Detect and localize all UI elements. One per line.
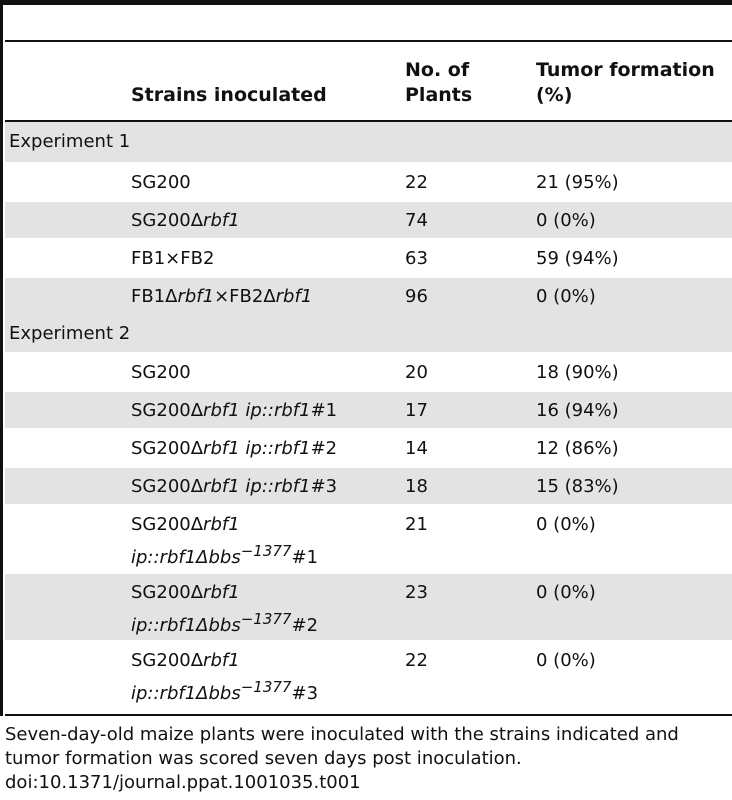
strain-cell: SG200Δrbf1 ip::rbf1Δbbs−1377#1 [131,514,319,568]
table-row: SG200Δrbf1 ip::rbf1Δbbs−1377#3 22 0 (0%) [5,640,732,714]
tumor-cell: 0 (0%) [536,286,596,307]
row-separator [5,390,732,392]
tumor-cell: 0 (0%) [536,650,596,671]
plants-cell: 63 [405,248,428,269]
strain-cell: SG200 [131,362,191,383]
tumor-cell: 0 (0%) [536,582,596,603]
plants-cell: 18 [405,476,428,497]
header-bottom-rule [5,120,732,122]
tumor-cell: 12 (86%) [536,438,619,459]
section-row: Experiment 1 [5,122,732,162]
table-row: SG200 22 21 (95%) [5,162,732,200]
strain-cell: SG200Δrbf1 ip::rbf1Δbbs−1377#2 [131,582,319,636]
plants-cell: 74 [405,210,428,231]
plants-cell: 17 [405,400,428,421]
row-separator [5,238,732,240]
row-separator [5,466,732,468]
table-row: SG200Δrbf1 ip::rbf1#1 17 16 (94%) [5,390,732,428]
left-border [0,0,3,716]
tumor-cell: 15 (83%) [536,476,619,497]
strain-cell: FB1Δrbf1×FB2Δrbf1 [131,286,313,307]
row-separator [5,572,732,574]
row-separator [5,504,732,506]
plants-cell: 14 [405,438,428,459]
table-row: SG200Δrbf1 ip::rbf1Δbbs−1377#1 21 0 (0%) [5,504,732,572]
footnote-doi: doi:10.1371/journal.ppat.1001035.t001 [5,772,361,793]
section-row: Experiment 2 [5,314,732,352]
tumor-cell: 59 (94%) [536,248,619,269]
plants-cell: 22 [405,172,428,193]
table-row: SG200Δrbf1 ip::rbf1Δbbs−1377#2 23 0 (0%) [5,572,732,640]
plants-cell: 21 [405,514,428,535]
header-plants: No. of Plants [405,59,473,106]
section-label: Experiment 2 [9,323,131,344]
section-label: Experiment 1 [9,131,131,152]
row-separator [5,200,732,202]
header-top-rule [5,40,732,42]
table-bottom-rule [5,714,732,716]
header-strains: Strains inoculated [131,84,327,106]
row-separator [5,162,732,164]
row-separator [5,276,732,278]
tumor-cell: 16 (94%) [536,400,619,421]
strain-cell: SG200Δrbf1 ip::rbf1#2 [131,438,338,459]
table-row: SG200Δrbf1 ip::rbf1#3 18 15 (83%) [5,466,732,504]
top-border [0,0,732,5]
footnote-text: Seven-day-old maize plants were inoculat… [5,724,679,769]
plants-cell: 22 [405,650,428,671]
table-row: SG200Δrbf1 74 0 (0%) [5,200,732,238]
table-row: FB1Δrbf1×FB2Δrbf1 96 0 (0%) [5,276,732,314]
plants-cell: 20 [405,362,428,383]
strain-cell: SG200Δrbf1 ip::rbf1Δbbs−1377#3 [131,650,319,704]
row-separator [5,352,732,354]
strain-cell: SG200Δrbf1 ip::rbf1#1 [131,400,338,421]
plants-cell: 96 [405,286,428,307]
tumor-cell: 18 (90%) [536,362,619,383]
table-row: FB1×FB2 63 59 (94%) [5,238,732,276]
tumor-cell: 0 (0%) [536,210,596,231]
strain-cell: FB1×FB2 [131,248,215,269]
row-separator [5,640,732,642]
table-header: Strains inoculated No. of Plants Tumor f… [5,42,732,122]
table-footnote: Seven-day-old maize plants were inoculat… [5,723,725,795]
tumor-cell: 21 (95%) [536,172,619,193]
strain-cell: SG200Δrbf1 [131,210,240,231]
strain-cell: SG200 [131,172,191,193]
table-row: SG200 20 18 (90%) [5,352,732,390]
strain-cell: SG200Δrbf1 ip::rbf1#3 [131,476,338,497]
tumor-cell: 0 (0%) [536,514,596,535]
row-separator [5,428,732,430]
table-row: SG200Δrbf1 ip::rbf1#2 14 12 (86%) [5,428,732,466]
plants-cell: 23 [405,582,428,603]
header-tumor: Tumor formation (%) [536,59,715,106]
